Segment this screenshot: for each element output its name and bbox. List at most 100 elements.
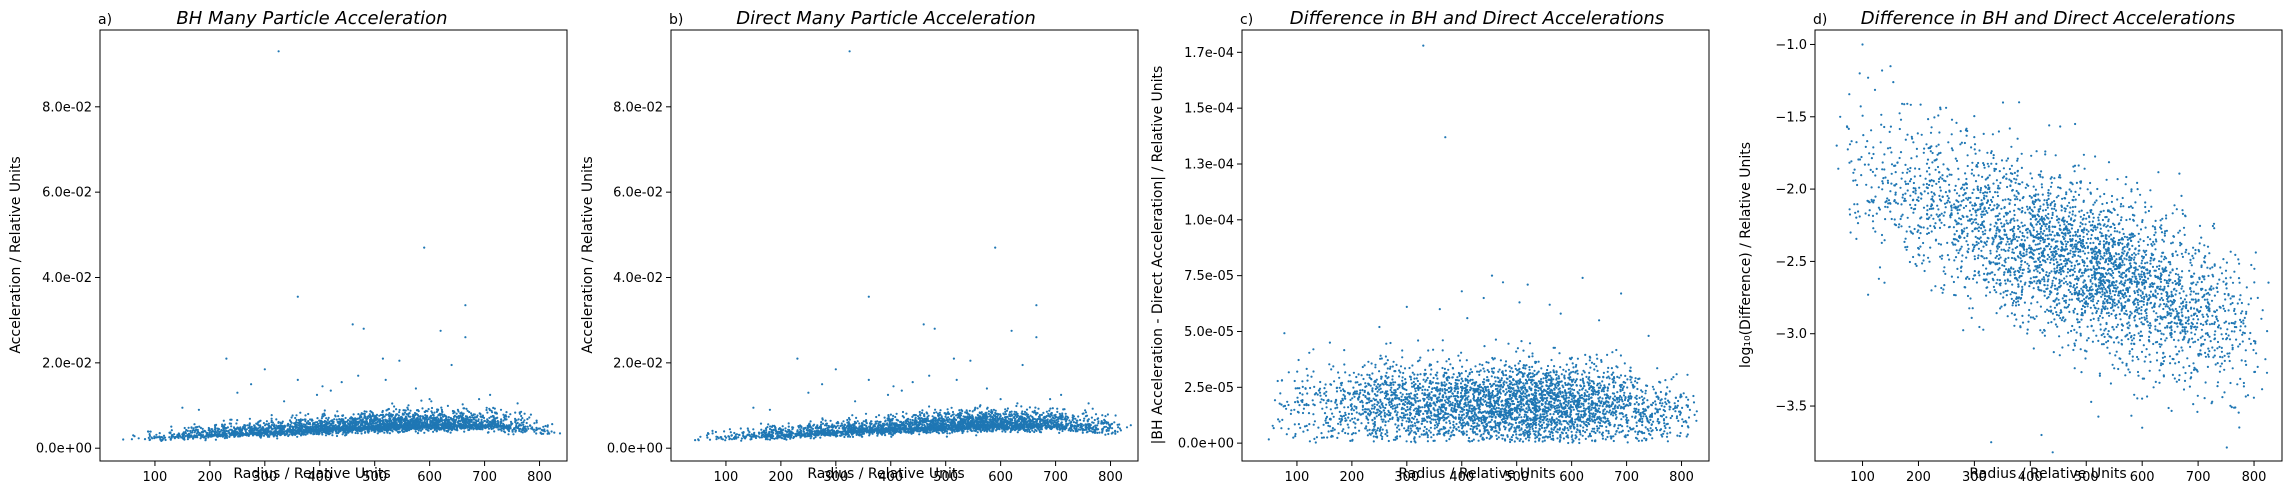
data-point xyxy=(189,429,192,433)
data-point xyxy=(821,422,825,425)
data-point xyxy=(332,425,335,428)
data-point xyxy=(236,391,239,394)
data-point xyxy=(842,420,845,423)
data-point xyxy=(402,409,405,412)
data-point xyxy=(356,429,359,433)
data-point xyxy=(461,403,464,406)
data-point xyxy=(254,426,257,429)
data-point xyxy=(313,421,316,424)
data-point xyxy=(137,437,140,440)
data-point xyxy=(297,424,300,427)
data-point xyxy=(343,428,346,431)
data-point xyxy=(500,427,503,430)
data-point xyxy=(380,425,383,428)
data-point xyxy=(204,439,207,442)
data-point xyxy=(478,426,481,429)
data-point xyxy=(331,434,334,437)
data-point xyxy=(706,436,709,439)
data-point xyxy=(259,419,262,422)
data-point xyxy=(163,436,167,439)
data-point xyxy=(382,413,385,416)
data-point xyxy=(356,427,359,430)
data-point xyxy=(340,426,343,429)
data-point xyxy=(230,418,233,421)
data-point xyxy=(447,428,450,431)
data-point xyxy=(459,412,462,415)
data-point xyxy=(201,427,204,430)
data-point xyxy=(393,422,396,425)
data-point xyxy=(1093,418,1096,422)
data-point xyxy=(293,422,296,425)
data-point xyxy=(403,411,407,414)
data-point xyxy=(518,429,521,432)
data-point xyxy=(514,430,517,433)
data-point xyxy=(237,435,240,438)
data-point xyxy=(371,412,374,415)
data-point xyxy=(489,424,492,427)
data-point xyxy=(358,420,361,423)
data-point xyxy=(251,434,255,437)
data-point xyxy=(934,408,937,411)
data-point xyxy=(214,426,217,429)
data-point xyxy=(877,414,881,417)
data-point xyxy=(398,424,401,427)
data-point xyxy=(331,429,334,432)
data-point xyxy=(400,418,403,421)
data-point xyxy=(450,363,453,367)
data-point xyxy=(130,438,133,441)
y-tick-label: 2.0e-02 xyxy=(42,356,92,371)
data-point xyxy=(449,431,452,434)
data-point xyxy=(515,422,518,425)
data-point xyxy=(462,424,465,427)
data-point xyxy=(439,329,442,332)
data-point xyxy=(169,438,172,441)
data-point xyxy=(1016,431,1019,434)
data-point xyxy=(228,422,231,425)
data-point xyxy=(468,410,471,414)
data-point xyxy=(511,422,514,425)
data-point xyxy=(355,422,358,425)
data-point xyxy=(502,419,505,422)
data-point xyxy=(1031,429,1034,432)
data-point xyxy=(819,436,822,439)
data-point xyxy=(978,412,982,415)
data-point xyxy=(471,423,474,426)
data-point xyxy=(523,419,526,422)
data-point xyxy=(357,374,360,377)
data-point xyxy=(475,415,478,419)
data-point xyxy=(304,429,307,432)
data-point xyxy=(414,430,417,433)
data-point xyxy=(499,425,502,428)
data-point xyxy=(962,415,965,418)
data-point xyxy=(201,435,204,438)
data-point xyxy=(295,421,298,424)
data-point xyxy=(459,415,462,418)
data-point xyxy=(265,433,269,436)
data-point xyxy=(148,438,152,441)
data-point xyxy=(354,417,357,420)
data-point xyxy=(719,436,722,439)
data-point xyxy=(520,414,523,418)
data-point xyxy=(728,428,732,431)
data-point xyxy=(323,421,326,424)
data-point xyxy=(395,408,398,411)
data-point xyxy=(366,427,369,430)
data-point xyxy=(520,410,523,413)
data-point xyxy=(147,436,150,439)
data-point xyxy=(558,432,562,435)
data-point xyxy=(518,412,522,415)
data-point xyxy=(375,413,379,416)
data-point xyxy=(263,368,266,371)
data-point xyxy=(372,424,375,427)
data-point xyxy=(301,418,304,421)
data-point xyxy=(392,410,395,413)
data-point xyxy=(168,436,171,439)
data-point xyxy=(385,413,388,416)
data-point xyxy=(515,424,518,427)
data-point xyxy=(186,434,189,437)
data-point xyxy=(358,428,362,431)
data-point xyxy=(407,425,410,429)
data-point xyxy=(402,422,406,426)
data-point xyxy=(435,410,438,413)
data-point xyxy=(262,422,265,425)
